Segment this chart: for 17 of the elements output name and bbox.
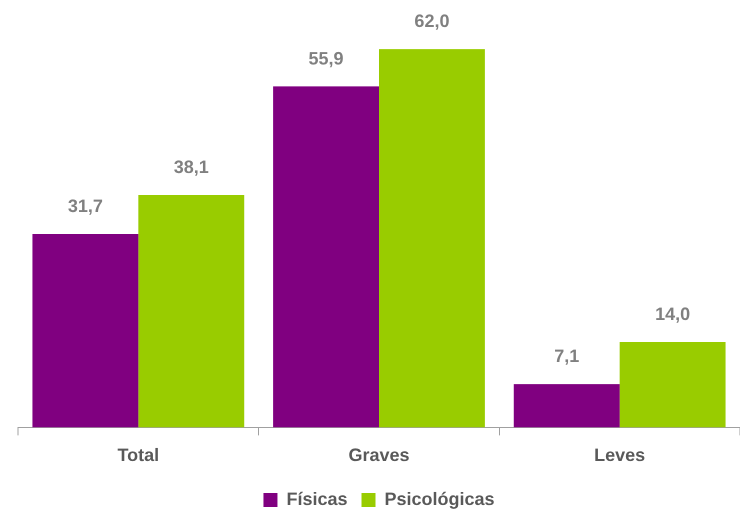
data-label: 62,0 [414, 11, 450, 32]
x-tick-label: Total [117, 445, 160, 466]
x-tick-label: Leves [594, 445, 646, 466]
legend-label: Psicológicas [384, 488, 495, 509]
bar [138, 194, 244, 428]
data-label: 38,1 [174, 156, 209, 177]
x-tick-label: Graves [348, 445, 410, 466]
bar [379, 49, 485, 428]
bar [620, 342, 726, 428]
bar [514, 384, 620, 428]
data-label: 31,7 [68, 196, 103, 216]
data-label: 55,9 [308, 48, 344, 68]
data-label: 14,0 [655, 304, 690, 324]
legend-label: Físicas [286, 488, 348, 509]
bar [32, 234, 138, 428]
data-label: 7,1 [554, 346, 580, 366]
bar [273, 86, 379, 428]
